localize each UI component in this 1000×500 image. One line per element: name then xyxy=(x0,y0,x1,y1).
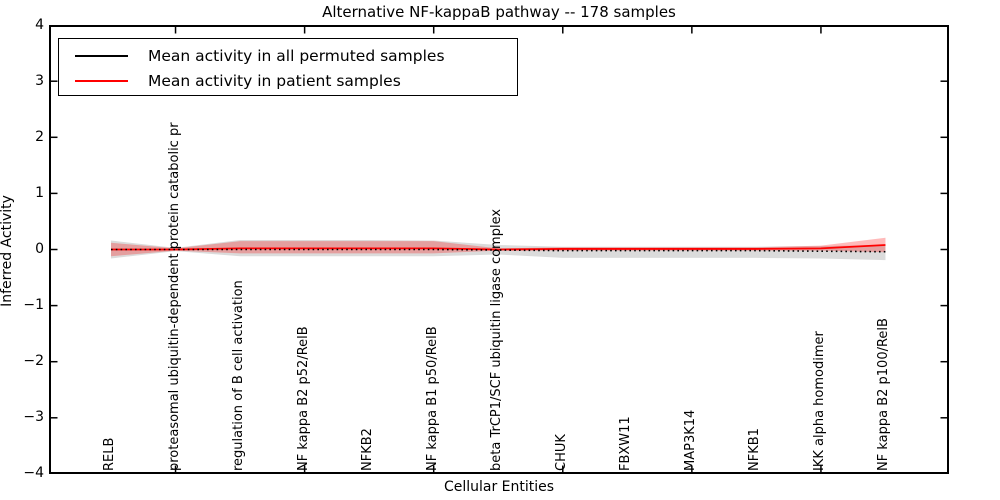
entity-label: NFKB2 xyxy=(360,428,376,471)
patient-mean-line xyxy=(111,244,886,251)
legend: Mean activity in all permuted samples Me… xyxy=(58,38,518,96)
entity-label: NF kappa B2 p100/RelB xyxy=(876,318,892,471)
y-tick-label: 1 xyxy=(35,184,44,201)
entity-label: IKK alpha homodimer xyxy=(811,331,827,471)
y-tick-label: −3 xyxy=(23,409,44,426)
chart-title: Alternative NF-kappaB pathway -- 178 sam… xyxy=(322,3,676,21)
entity-label: CHUK xyxy=(553,434,569,471)
entity-label: proteasomal ubiquitin-dependent protein … xyxy=(166,122,182,471)
entity-label: FBXW11 xyxy=(618,416,634,471)
y-tick-label: −4 xyxy=(23,465,44,482)
entity-label: RELB xyxy=(102,437,117,471)
patient-band xyxy=(111,237,886,257)
plot-frame xyxy=(49,25,949,474)
y-tick-label: 0 xyxy=(35,241,44,257)
y-tick-label: −2 xyxy=(23,353,44,370)
entity-label: NF kappa B2 p52/RelB xyxy=(295,326,311,471)
legend-label-patient: Mean activity in patient samples xyxy=(148,71,401,90)
legend-entry-permuted: Mean activity in all permuted samples xyxy=(59,43,517,68)
legend-entry-patient: Mean activity in patient samples xyxy=(59,68,517,93)
entity-label: NF kappa B1 p50/RelB xyxy=(424,326,440,471)
entity-label: NFKB1 xyxy=(747,428,763,471)
entity-label: MAP3K14 xyxy=(682,409,698,471)
y-tick-label: 4 xyxy=(35,16,44,33)
entity-label: regulation of B cell activation xyxy=(231,280,247,471)
plot-area-svg xyxy=(49,25,949,474)
x-axis-label: Cellular Entities xyxy=(443,479,555,495)
permuted-line-sample xyxy=(75,54,128,57)
y-tick-label: 2 xyxy=(35,128,44,145)
legend-label-permuted: Mean activity in all permuted samples xyxy=(148,46,445,65)
y-tick-label: 3 xyxy=(35,72,44,89)
entity-label: beta TrCP1/SCF ubiquitin ligase complex xyxy=(489,208,505,471)
y-tick-label: −1 xyxy=(23,297,44,314)
patient-line-sample xyxy=(75,79,128,82)
